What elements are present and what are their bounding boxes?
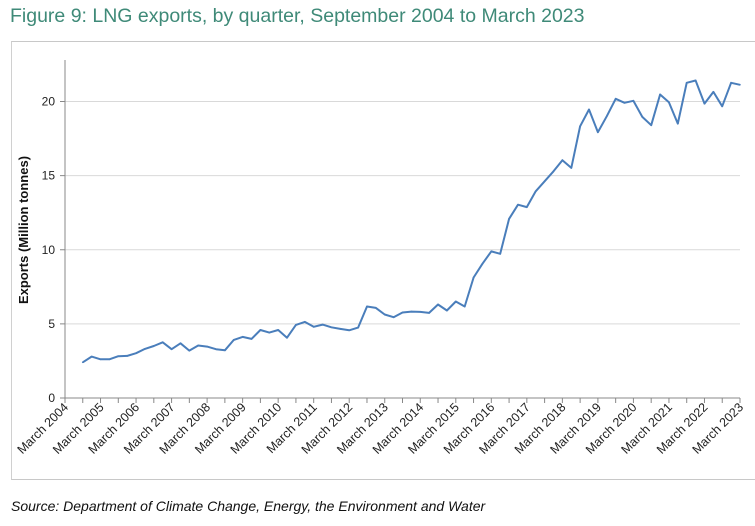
data-point bbox=[304, 321, 306, 323]
data-point bbox=[446, 309, 448, 312]
data-point bbox=[259, 329, 262, 331]
data-point bbox=[428, 312, 430, 314]
series-line bbox=[82, 79, 741, 364]
data-point bbox=[534, 190, 537, 193]
data-point bbox=[375, 307, 377, 309]
data-point bbox=[597, 131, 599, 133]
data-point bbox=[508, 217, 510, 220]
data-point bbox=[312, 326, 315, 328]
data-point bbox=[188, 349, 191, 352]
data-point bbox=[481, 263, 484, 265]
data-point bbox=[348, 329, 351, 332]
data-point bbox=[570, 167, 573, 169]
y-tick-label: 15 bbox=[42, 169, 56, 183]
data-point bbox=[108, 358, 111, 361]
data-point bbox=[561, 159, 564, 162]
data-point bbox=[703, 102, 706, 105]
data-point bbox=[463, 305, 466, 308]
data-point bbox=[694, 79, 697, 82]
data-point bbox=[588, 108, 590, 111]
chart-frame bbox=[11, 41, 755, 480]
data-point bbox=[277, 329, 279, 331]
data-point bbox=[739, 83, 741, 86]
data-point bbox=[392, 316, 395, 319]
data-point bbox=[179, 342, 182, 345]
data-point bbox=[668, 101, 670, 104]
data-point bbox=[712, 91, 715, 93]
data-point bbox=[490, 250, 493, 253]
y-tick-label: 5 bbox=[48, 317, 55, 331]
data-point bbox=[144, 348, 146, 350]
data-point bbox=[659, 93, 661, 96]
data-point bbox=[437, 303, 439, 306]
source-note: Source: Department of Climate Change, En… bbox=[11, 498, 486, 514]
y-tick-label: 20 bbox=[42, 95, 56, 109]
data-point bbox=[153, 345, 155, 347]
data-point bbox=[410, 310, 413, 313]
data-point bbox=[605, 115, 608, 117]
data-point bbox=[206, 345, 208, 348]
axes bbox=[60, 60, 741, 403]
data-point bbox=[126, 355, 128, 357]
data-point bbox=[614, 98, 617, 100]
y-tick-labels: 0 5 10 15 20 bbox=[42, 95, 56, 405]
data-point bbox=[250, 338, 253, 340]
data-point bbox=[517, 203, 519, 206]
data-point bbox=[526, 206, 528, 208]
data-point bbox=[401, 311, 404, 314]
data-point bbox=[339, 328, 342, 330]
data-point bbox=[295, 324, 297, 326]
y-axis-label: Exports (Million tonnes) bbox=[16, 156, 31, 304]
data-point bbox=[321, 323, 324, 326]
data-point bbox=[268, 331, 271, 334]
data-point bbox=[135, 352, 137, 355]
data-point bbox=[197, 344, 200, 347]
data-point bbox=[99, 358, 102, 361]
data-point bbox=[357, 326, 359, 329]
data-point bbox=[677, 122, 679, 125]
data-point bbox=[383, 313, 386, 316]
data-point bbox=[641, 116, 644, 118]
data-point bbox=[81, 361, 84, 364]
data-point bbox=[161, 341, 164, 344]
data-point bbox=[170, 348, 173, 351]
data-point bbox=[224, 349, 226, 352]
data-point bbox=[685, 82, 688, 84]
data-point bbox=[286, 336, 288, 339]
data-point bbox=[579, 125, 581, 128]
data-point bbox=[721, 105, 724, 108]
data-point bbox=[730, 82, 732, 84]
data-point bbox=[419, 311, 422, 313]
data-point bbox=[650, 124, 652, 127]
data-point bbox=[330, 326, 333, 329]
data-point bbox=[623, 102, 626, 104]
series bbox=[81, 79, 741, 364]
y-tick-label: 0 bbox=[48, 391, 55, 405]
data-point bbox=[241, 336, 244, 338]
data-point bbox=[117, 355, 120, 357]
data-point bbox=[499, 252, 501, 255]
data-point bbox=[366, 305, 368, 308]
data-point bbox=[90, 355, 93, 358]
data-point bbox=[215, 348, 217, 351]
data-point bbox=[632, 99, 635, 102]
gridlines bbox=[65, 101, 740, 325]
data-point bbox=[543, 180, 546, 183]
data-point bbox=[552, 170, 555, 173]
chart-title: Figure 9: LNG exports, by quarter, Septe… bbox=[10, 5, 585, 27]
data-point bbox=[454, 300, 457, 303]
data-point bbox=[472, 276, 475, 279]
y-tick-label: 10 bbox=[42, 243, 56, 257]
data-point bbox=[232, 339, 235, 341]
